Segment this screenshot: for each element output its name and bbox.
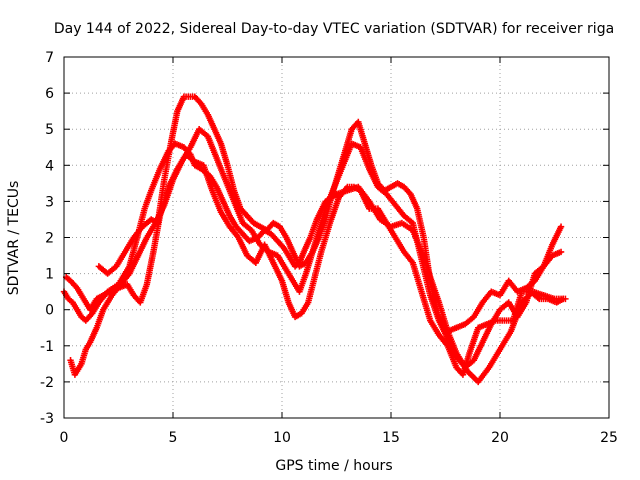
- tick-labels: 0 5 10 15 20 25 -3 -2 -1 0 1 2 3 4 5 6 7: [40, 50, 618, 446]
- series-track-4: [95, 93, 565, 335]
- chart-title: Day 144 of 2022, Sidereal Day-to-day VTE…: [54, 21, 614, 37]
- y-tick-label: 7: [45, 50, 54, 66]
- data-point: [560, 295, 567, 303]
- x-tick-label: 0: [60, 430, 69, 446]
- y-axis-label: SDTVAR / TECUs: [6, 181, 22, 296]
- y-tick-label: 0: [45, 303, 54, 319]
- x-axis-label: GPS time / hours: [275, 458, 392, 474]
- x-tick-label: 20: [491, 430, 509, 446]
- data-points: [60, 93, 569, 386]
- y-tick-label: 5: [45, 122, 54, 138]
- x-tick-label: 10: [273, 430, 291, 446]
- x-tick-label: 5: [169, 430, 178, 446]
- y-tick-label: 4: [45, 158, 54, 174]
- y-tick-label: 1: [45, 267, 54, 283]
- y-tick-label: 2: [45, 231, 54, 247]
- y-tick-label: 3: [45, 194, 54, 210]
- x-tick-label: 15: [382, 430, 400, 446]
- y-tick-label: -3: [40, 411, 54, 427]
- y-tick-label: 6: [45, 86, 54, 102]
- data-point: [557, 223, 565, 230]
- tick-marks: [63, 56, 610, 419]
- y-tick-label: -2: [40, 375, 54, 391]
- x-tick-label: 25: [600, 430, 618, 446]
- y-tick-label: -1: [40, 339, 54, 355]
- data-point: [557, 248, 565, 256]
